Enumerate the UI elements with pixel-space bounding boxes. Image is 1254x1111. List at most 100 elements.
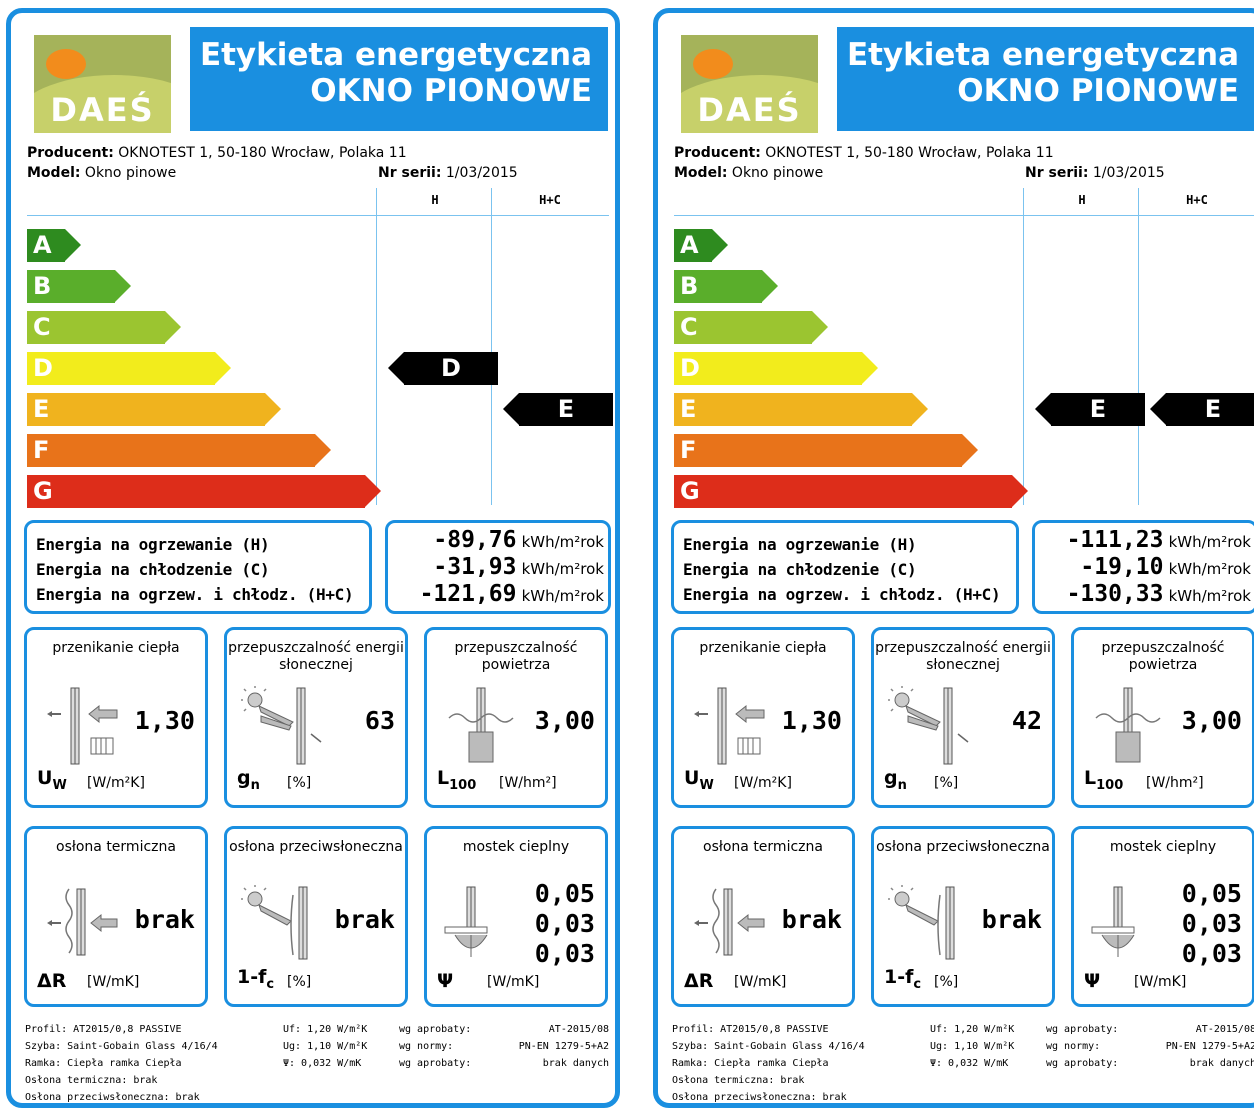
tile-value: brak bbox=[981, 905, 1042, 934]
label-title: Etykieta energetyczna bbox=[199, 37, 592, 73]
column-header-hc: H+C bbox=[539, 193, 561, 207]
energy-unit: kWh/m²rok bbox=[521, 560, 604, 578]
tile-sun-shield: osłona przeciwsłoneczna brak 1-fc [%] bbox=[871, 826, 1055, 1007]
serial-value: 1/03/2015 bbox=[1092, 165, 1165, 181]
energy-label-c: Energia na chłodzenie (C) bbox=[683, 560, 917, 579]
tile-thermal-bridge: mostek cieplny 0,05 0,03 0,03 Ψ [W/mK] bbox=[1071, 826, 1254, 1007]
tile-value: 1,30 bbox=[134, 706, 195, 735]
energy-value-h: -111,23 bbox=[1066, 527, 1164, 553]
rating-arrow-hc: E bbox=[1150, 393, 1254, 426]
thermal-bridge-icon bbox=[444, 886, 488, 957]
footer-coefficients: Uf: 1,20 W/m²K Ug: 1,10 W/m²K Ψ: 0,032 W… bbox=[283, 1024, 368, 1069]
thermal-shield-icon bbox=[47, 888, 118, 956]
label-title: Etykieta energetyczna bbox=[846, 37, 1239, 73]
tile-value: brak bbox=[134, 905, 195, 934]
divider bbox=[674, 215, 1254, 216]
sun-icon bbox=[693, 49, 733, 79]
energy-label-hc: Energia na ogrzew. i chłodz. (H+C) bbox=[683, 585, 1001, 604]
footer-coefficients: Uf: 1,20 W/m²K Ug: 1,10 W/m²K Ψ: 0,032 W… bbox=[930, 1024, 1015, 1069]
energy-label-1: DAEŚ Etykieta energetyczna OKNO PIONOWE … bbox=[6, 8, 620, 1108]
energy-class-g: G bbox=[27, 475, 381, 508]
tile-title: mostek cieplny bbox=[462, 839, 570, 855]
serial-line: Nr serii: 1/03/2015 bbox=[378, 165, 518, 181]
footer-standards: wg aprobaty: wg normy: wg aprobaty: bbox=[399, 1024, 472, 1069]
energy-class-c: C bbox=[674, 311, 828, 344]
energy-class-e: E bbox=[674, 393, 928, 426]
tile-value: 0,05 bbox=[1181, 879, 1242, 908]
tile-unit: [W/hm²] bbox=[499, 775, 557, 791]
heat-transfer-icon bbox=[47, 687, 118, 765]
energy-label-h: Energia na ogrzewanie (H) bbox=[683, 535, 917, 554]
energy-label-h: Energia na ogrzewanie (H) bbox=[36, 535, 270, 554]
tile-value: brak bbox=[334, 905, 395, 934]
tile-title: przenikanie ciepła bbox=[52, 640, 180, 656]
energy-value-hc: -130,33 bbox=[1066, 581, 1164, 607]
rating-arrow-hc: E bbox=[503, 393, 613, 426]
tile-unit: [%] bbox=[934, 974, 959, 990]
serial-value: 1/03/2015 bbox=[445, 165, 518, 181]
energy-class-g: G bbox=[674, 475, 1028, 508]
tile-title: mostek cieplny bbox=[1109, 839, 1217, 855]
energy-class-d: D bbox=[27, 352, 231, 385]
divider bbox=[376, 188, 377, 505]
tile-value: 3,00 bbox=[534, 706, 595, 735]
serial-line: Nr serii: 1/03/2015 bbox=[1025, 165, 1165, 181]
tile-symbol: UW bbox=[37, 767, 67, 793]
energy-unit: kWh/m²rok bbox=[1168, 587, 1251, 605]
energy-unit: kWh/m²rok bbox=[521, 533, 604, 551]
energy-values-box: -111,23 kWh/m²rok -19,10 kWh/m²rok -130,… bbox=[1032, 520, 1254, 614]
divider bbox=[1023, 188, 1024, 505]
daes-logo: DAEŚ bbox=[681, 35, 818, 133]
thermal-bridge-icon bbox=[1091, 886, 1135, 957]
tile-symbol: 1-fc bbox=[237, 966, 275, 992]
energy-value-h: -89,76 bbox=[433, 527, 517, 553]
energy-class-f: F bbox=[27, 434, 331, 467]
rating-arrow-h: D bbox=[388, 352, 498, 385]
footer-references: AT-2015/08 PN-EN 1279-5+A2 brak danych bbox=[518, 1024, 609, 1069]
energy-class-e: E bbox=[27, 393, 281, 426]
tile-sun-shield: osłona przeciwsłoneczna brak 1-fc [%] bbox=[224, 826, 408, 1007]
energy-class-a: A bbox=[674, 229, 728, 262]
tile-title: przepuszczalność powietrza bbox=[454, 640, 578, 673]
logo-text: DAEŚ bbox=[50, 91, 155, 129]
divider bbox=[27, 215, 609, 216]
air-flow-icon bbox=[1095, 687, 1161, 763]
energy-value-c: -19,10 bbox=[1080, 554, 1164, 580]
tile-value: 0,03 bbox=[1181, 909, 1242, 938]
footer-specs: Profil: AT2015/0,8 PASSIVE Szyba: Saint-… bbox=[672, 1024, 865, 1103]
producer-value: OKNOTEST 1, 50-180 Wrocław, Polaka 11 bbox=[765, 145, 1054, 161]
tile-symbol: UW bbox=[684, 767, 714, 793]
tile-heat-transfer: przenikanie ciepła 1,30 UW [W/m²K] bbox=[24, 627, 208, 808]
sun-shield-icon bbox=[888, 885, 955, 960]
energy-labels-box: Energia na ogrzewanie (H) Energia na chł… bbox=[671, 520, 1019, 614]
sun-icon bbox=[46, 49, 86, 79]
energy-class-f: F bbox=[674, 434, 978, 467]
producer-line: Producent: OKNOTEST 1, 50-180 Wrocław, P… bbox=[27, 145, 407, 161]
thermal-shield-icon bbox=[694, 888, 765, 956]
column-header-h: H bbox=[431, 193, 439, 207]
tile-unit: [%] bbox=[287, 974, 312, 990]
tile-thermal-shield: osłona termiczna brak ΔR [W/mK] bbox=[671, 826, 855, 1007]
tile-title: przepuszczalność energii słonecznej bbox=[228, 640, 404, 673]
tile-value: 3,00 bbox=[1181, 706, 1242, 735]
tile-unit: [%] bbox=[934, 775, 959, 791]
tile-value: 0,03 bbox=[534, 939, 595, 968]
tile-heat-transfer: przenikanie ciepła 1,30 UW [W/m²K] bbox=[671, 627, 855, 808]
tile-title: osłona termiczna bbox=[703, 839, 823, 855]
daes-logo: DAEŚ bbox=[34, 35, 171, 133]
tile-unit: [W/mK] bbox=[87, 974, 140, 990]
energy-unit: kWh/m²rok bbox=[1168, 533, 1251, 551]
column-header-h: H bbox=[1078, 193, 1086, 207]
label-subtitle: OKNO PIONOWE bbox=[957, 73, 1239, 109]
label-header: Etykieta energetyczna OKNO PIONOWE bbox=[190, 27, 608, 131]
tile-symbol: ΔR bbox=[37, 970, 67, 992]
tile-title: przenikanie ciepła bbox=[699, 640, 827, 656]
tile-unit: [W/m²K] bbox=[87, 775, 145, 791]
tile-title: osłona przeciwsłoneczna bbox=[876, 839, 1050, 855]
energy-values-box: -89,76 kWh/m²rok -31,93 kWh/m²rok -121,6… bbox=[385, 520, 611, 614]
energy-value-c: -31,93 bbox=[433, 554, 517, 580]
model-line: Model: Okno pinowe bbox=[27, 165, 177, 181]
tile-symbol: Ψ bbox=[1084, 970, 1101, 992]
divider bbox=[1138, 188, 1139, 505]
tile-solar-transmittance: przepuszczalność energii słonecznej 42 g… bbox=[871, 627, 1055, 808]
